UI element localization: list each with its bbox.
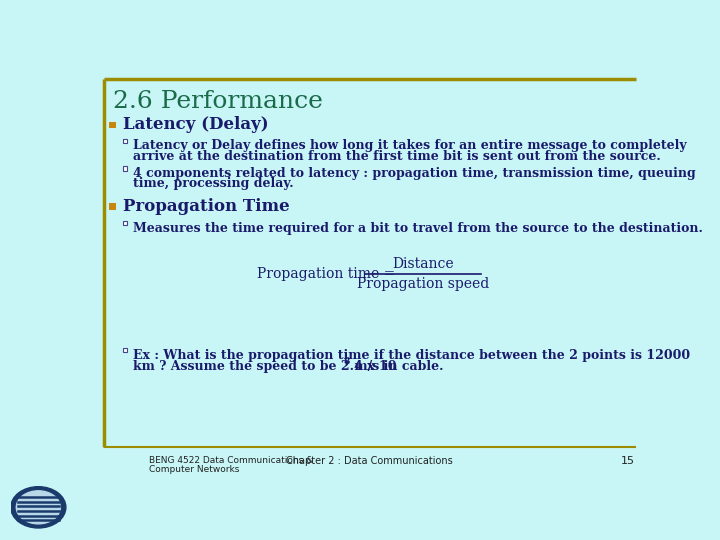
Bar xyxy=(109,204,116,210)
Text: Measures the time required for a bit to travel from the source to the destinatio: Measures the time required for a bit to … xyxy=(133,222,703,235)
Circle shape xyxy=(17,491,60,524)
Bar xyxy=(122,348,127,353)
Text: Latency or Delay defines how long it takes for an entire message to completely: Latency or Delay defines how long it tak… xyxy=(133,139,687,152)
Text: 4 components related to latency : propagation time, transmission time, queuing: 4 components related to latency : propag… xyxy=(133,167,696,180)
Bar xyxy=(122,221,127,225)
Circle shape xyxy=(11,487,66,528)
Text: Chapter 2 : Data Communications: Chapter 2 : Data Communications xyxy=(286,456,452,466)
Text: 2.6 Performance: 2.6 Performance xyxy=(113,90,323,113)
Text: Distance: Distance xyxy=(392,257,454,271)
Text: BENG 4522 Data Communications &: BENG 4522 Data Communications & xyxy=(149,456,313,465)
Text: 15: 15 xyxy=(621,456,635,466)
Text: arrive at the destination from the first time bit is sent out from the source.: arrive at the destination from the first… xyxy=(133,150,661,163)
Bar xyxy=(122,166,127,171)
Text: Propagation speed: Propagation speed xyxy=(357,278,490,291)
Text: Propagation time =: Propagation time = xyxy=(256,267,400,281)
Text: Computer Networks: Computer Networks xyxy=(149,465,239,474)
Text: m/s in cable.: m/s in cable. xyxy=(350,360,443,373)
Bar xyxy=(122,139,127,143)
Text: Propagation Time: Propagation Time xyxy=(122,198,289,215)
Text: time, processing delay.: time, processing delay. xyxy=(133,177,294,190)
Text: Latency (Delay): Latency (Delay) xyxy=(122,116,268,133)
Text: Ex : What is the propagation time if the distance between the 2 points is 12000: Ex : What is the propagation time if the… xyxy=(133,349,690,362)
Text: 8: 8 xyxy=(343,357,350,367)
Bar xyxy=(109,122,116,128)
Text: km ? Assume the speed to be 2.4 x 10: km ? Assume the speed to be 2.4 x 10 xyxy=(133,360,397,373)
